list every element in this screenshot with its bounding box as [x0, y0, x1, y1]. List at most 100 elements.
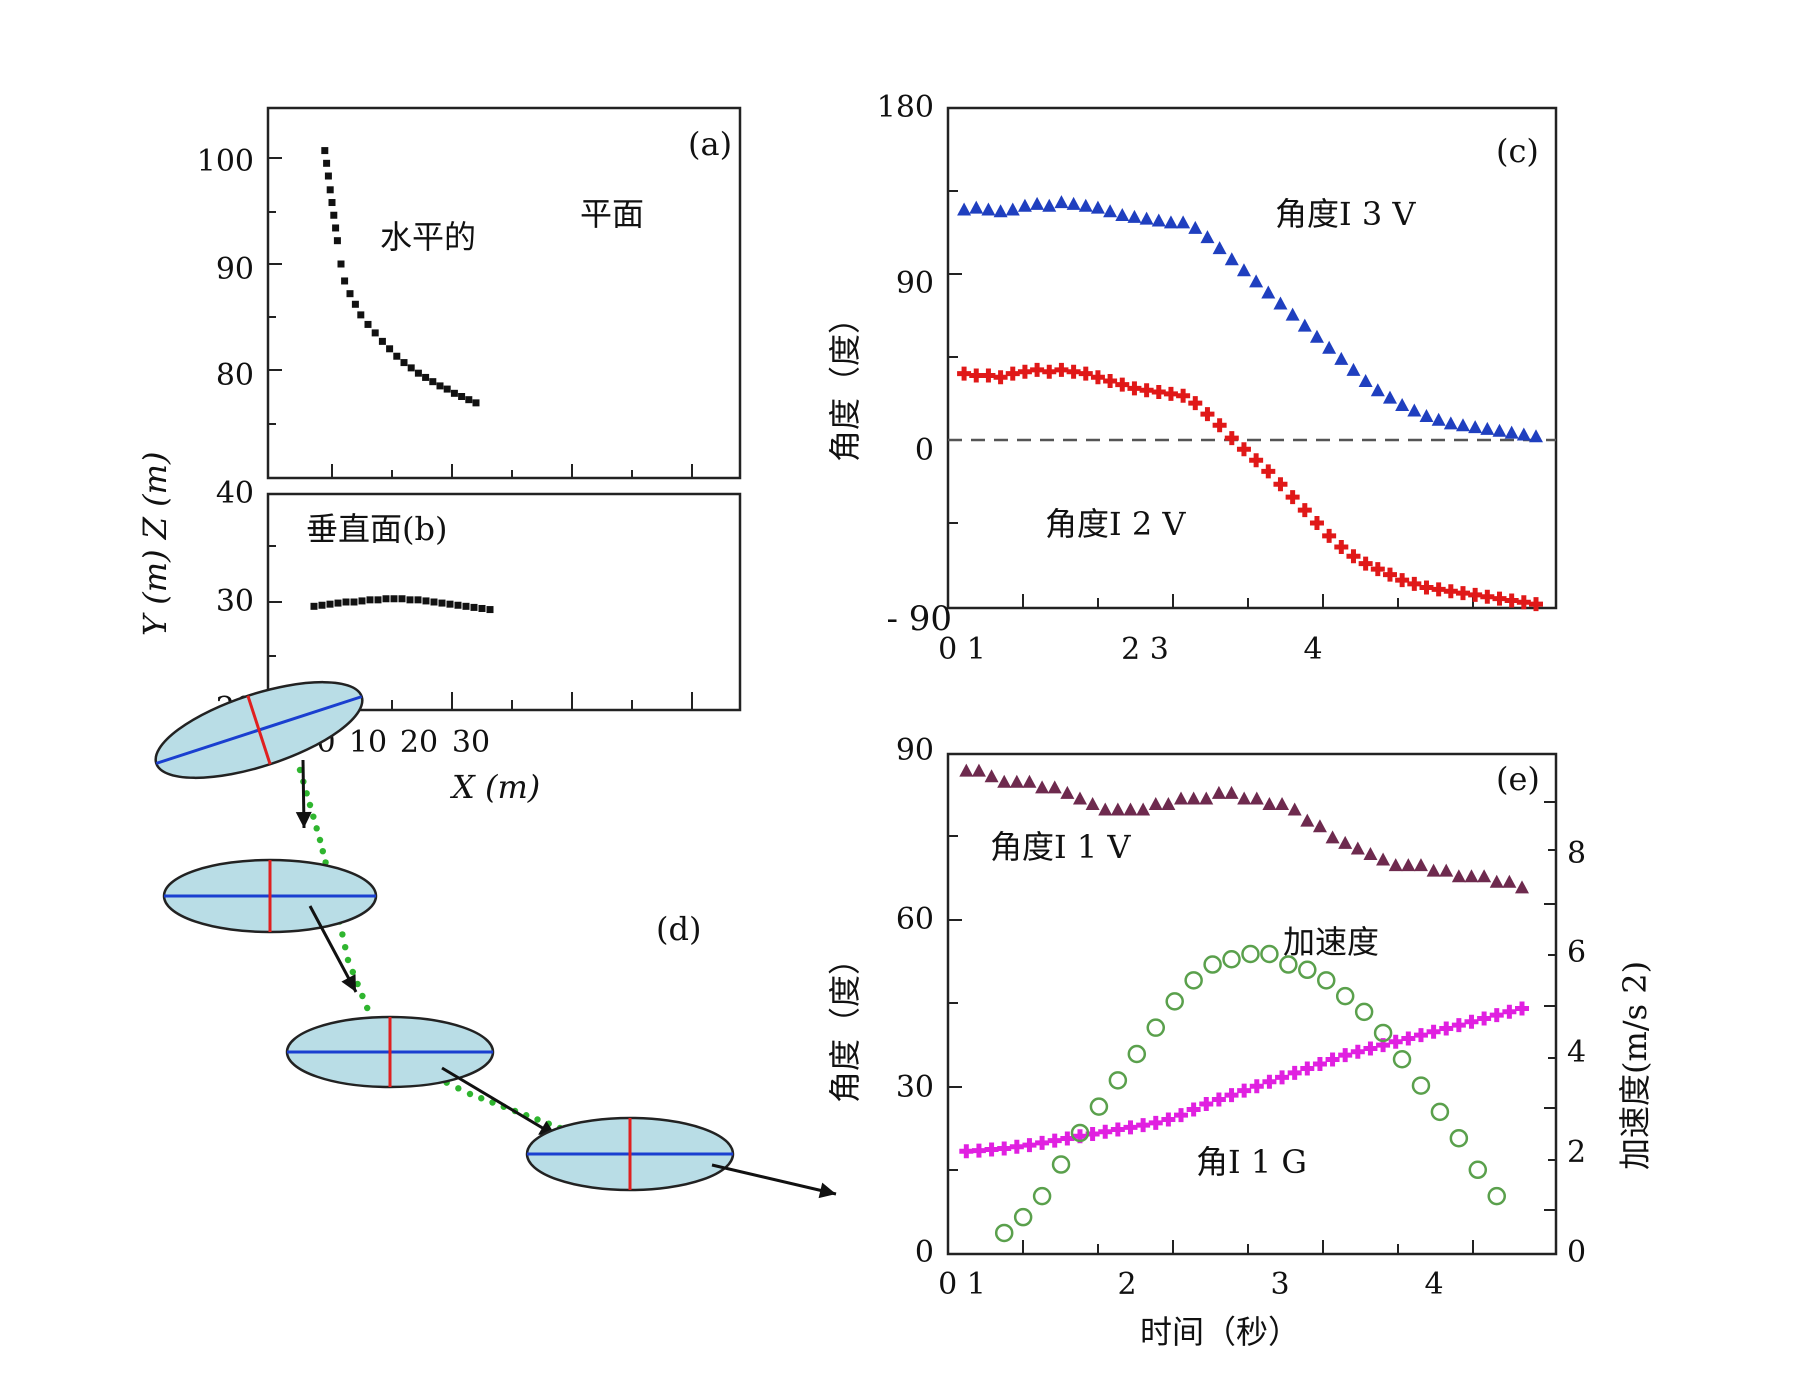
motion-arrow — [711, 1163, 837, 1196]
e-point-accel — [1430, 1102, 1450, 1122]
b-point — [406, 596, 414, 604]
e-point-i1g — [1047, 1133, 1062, 1148]
c-point-i3v — [1188, 220, 1203, 234]
e-point-i1v — [1060, 785, 1075, 799]
c-point-i3v — [1066, 196, 1081, 210]
e-point-i1g — [1237, 1083, 1252, 1098]
b-point — [430, 598, 438, 606]
c-ytick-0: 0 — [915, 433, 934, 468]
c-point-i3v — [1468, 420, 1483, 434]
c-point-i3v — [1334, 351, 1349, 365]
c-point-i2v — [993, 370, 1008, 385]
e-point-accel — [1298, 960, 1317, 980]
a-point — [346, 290, 354, 298]
a-point — [328, 199, 336, 207]
c-legend-i3v: 角度I 3 V — [1275, 195, 1416, 233]
c-point-i3v — [1151, 213, 1166, 227]
e-point-i1g — [1477, 1011, 1492, 1026]
c-point-i3v — [1529, 429, 1543, 443]
e-point-i1g — [1464, 1014, 1479, 1029]
b-x-label: X (m) — [449, 768, 540, 806]
e-point-i1g — [1502, 1004, 1517, 1019]
e-point-i1g — [1515, 1001, 1529, 1016]
e-point-accel — [1316, 971, 1336, 990]
e-legend-i1g: 角I 1 G — [1196, 1143, 1307, 1181]
c-point-i3v — [1346, 362, 1361, 376]
b-point — [382, 595, 390, 603]
c-point-i3v — [1030, 196, 1045, 210]
c-point-i2v — [1103, 373, 1118, 388]
e-point-accel — [1222, 950, 1241, 969]
c-point-i3v — [1249, 274, 1264, 288]
c-point-i3v — [1054, 195, 1069, 209]
e-point-i1g — [1136, 1118, 1151, 1133]
a-point — [393, 352, 401, 360]
e-point-i1v — [1136, 802, 1151, 816]
c-point-i3v — [1139, 211, 1154, 225]
trajectory-dot — [342, 944, 349, 951]
motion-arrow — [308, 905, 358, 993]
e-point-i1v — [1325, 830, 1340, 844]
panel-c: 180 90 0 - 90 0 1 2 3 4 (c) 角度（度） 角度I 3 … — [826, 90, 1558, 667]
c-point-i2v — [1042, 364, 1057, 379]
b-point — [334, 599, 342, 607]
e-point-i1g — [1350, 1044, 1365, 1059]
c-point-i3v — [1127, 209, 1142, 223]
trajectory-dot — [466, 1090, 474, 1098]
c-point-i3v — [1017, 198, 1032, 212]
e-y2-label: 加速度(m/s 2) — [1616, 961, 1654, 1170]
a-annotation-horizontal: 水平的 — [380, 218, 476, 256]
c-xtick-01: 0 1 — [938, 632, 986, 667]
c-point-i3v — [1200, 230, 1215, 244]
c-point-i2v — [1443, 584, 1458, 599]
panel-a-points — [321, 147, 480, 407]
e-point-i1v — [1502, 874, 1517, 888]
c-point-i3v — [1382, 390, 1397, 404]
a-annotation-plane: 平面 — [580, 195, 644, 233]
e-point-accel — [1260, 944, 1279, 964]
e-point-accel — [1373, 1023, 1393, 1043]
panel-c-points — [957, 195, 1543, 612]
e-point-i1v — [1338, 835, 1353, 849]
b-point — [446, 600, 454, 608]
e-y2tick-8: 8 — [1567, 836, 1586, 871]
e-point-i1g — [1275, 1070, 1290, 1085]
c-point-i3v — [1078, 198, 1093, 212]
e-ytick-60: 60 — [896, 902, 934, 937]
panel-e-points — [959, 763, 1529, 1243]
e-point-accel — [1089, 1097, 1109, 1116]
b-point — [414, 596, 422, 604]
e-point-i1v — [1350, 841, 1365, 855]
c-point-i2v — [1139, 383, 1154, 398]
trajectory-dot — [306, 801, 314, 809]
c-point-i2v — [1407, 576, 1422, 591]
a-point — [323, 159, 331, 167]
e-point-i1g — [1098, 1124, 1113, 1139]
a-point — [357, 311, 365, 319]
trajectory-dot — [339, 931, 346, 938]
c-point-i3v — [1103, 204, 1118, 218]
panel-a-frame — [266, 106, 742, 480]
c-point-i2v — [1090, 370, 1105, 385]
tracked-ellipse — [285, 1015, 495, 1089]
e-point-i1v — [959, 763, 974, 777]
c-point-i2v — [1236, 442, 1251, 457]
c-point-i2v — [1297, 503, 1312, 518]
e-point-i1g — [1439, 1021, 1454, 1036]
e-point-accel — [1203, 955, 1222, 974]
c-y-label: 角度（度） — [826, 302, 864, 462]
a-point — [351, 300, 359, 308]
e-point-i1g — [1401, 1031, 1416, 1046]
b-point — [438, 599, 446, 607]
e-point-accel — [1449, 1128, 1469, 1148]
c-point-i2v — [1151, 385, 1166, 400]
c-point-i2v — [1334, 539, 1349, 554]
a-point — [371, 329, 379, 337]
e-point-i1g — [1035, 1135, 1050, 1150]
e-point-i1v — [1477, 869, 1492, 883]
c-point-i3v — [1163, 215, 1178, 229]
a-point — [332, 224, 340, 232]
e-point-i1v — [997, 774, 1012, 788]
e-point-i1g — [1224, 1088, 1239, 1103]
e-point-i1g — [1174, 1108, 1189, 1123]
